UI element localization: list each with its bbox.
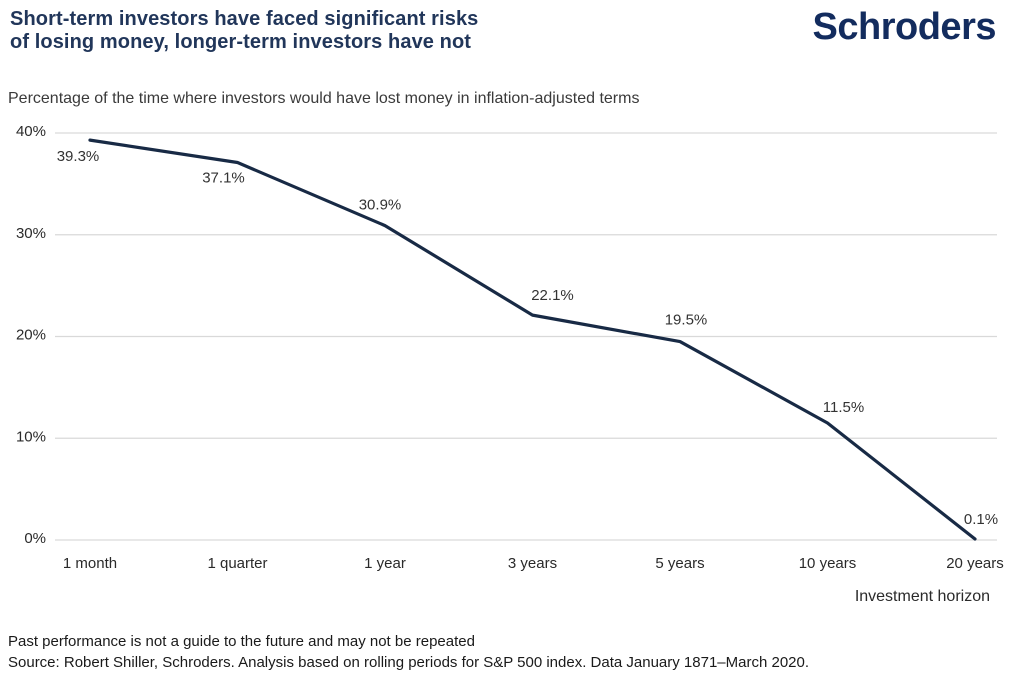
footer: Past performance is not a guide to the f… xyxy=(8,631,809,673)
page-title-line2: of losing money, longer-term investors h… xyxy=(10,31,472,53)
y-tick-label: 40% xyxy=(16,123,46,140)
x-tick-label: 5 years xyxy=(655,555,704,572)
series-line xyxy=(88,138,977,541)
x-tick-label: 1 month xyxy=(63,555,117,572)
footer-source: Source: Robert Shiller, Schroders. Analy… xyxy=(8,654,810,671)
y-tick-label: 30% xyxy=(16,225,46,242)
y-tick-label: 0% xyxy=(24,530,46,547)
footer-disclaimer: Past performance is not a guide to the f… xyxy=(8,633,475,650)
chart-subtitle: Percentage of the time where investors w… xyxy=(8,90,640,107)
data-point-label: 11.5% xyxy=(823,399,864,416)
data-point-label: 0.1% xyxy=(964,511,998,528)
y-tick-label: 10% xyxy=(16,428,46,445)
y-tick-label: 20% xyxy=(16,327,46,344)
x-tick-label: 1 year xyxy=(364,555,406,572)
data-point-label: 37.1% xyxy=(202,170,245,187)
page-title-line1: Short-term investors have faced signific… xyxy=(10,8,479,30)
x-axis-label: Investment horizon xyxy=(855,588,990,605)
x-tick-label: 1 quarter xyxy=(207,555,267,572)
data-point-label: 22.1% xyxy=(531,287,574,304)
x-tick-label: 20 years xyxy=(946,555,1004,572)
data-point-label: 30.9% xyxy=(359,197,402,214)
data-point-label: 19.5% xyxy=(665,312,708,329)
x-tick-label: 10 years xyxy=(799,555,857,572)
loss-probability-line-chart: 0% 10% 20% 30% 40% 39.3% 37.1% 30.9% 22.1% 19.5% 1… xyxy=(16,123,1004,605)
data-point-label: 39.3% xyxy=(57,148,100,165)
schroders-logo: Schroders xyxy=(812,6,997,48)
x-tick-label: 3 years xyxy=(508,555,557,572)
page-title: Short-term investors have faced signific… xyxy=(10,8,478,54)
